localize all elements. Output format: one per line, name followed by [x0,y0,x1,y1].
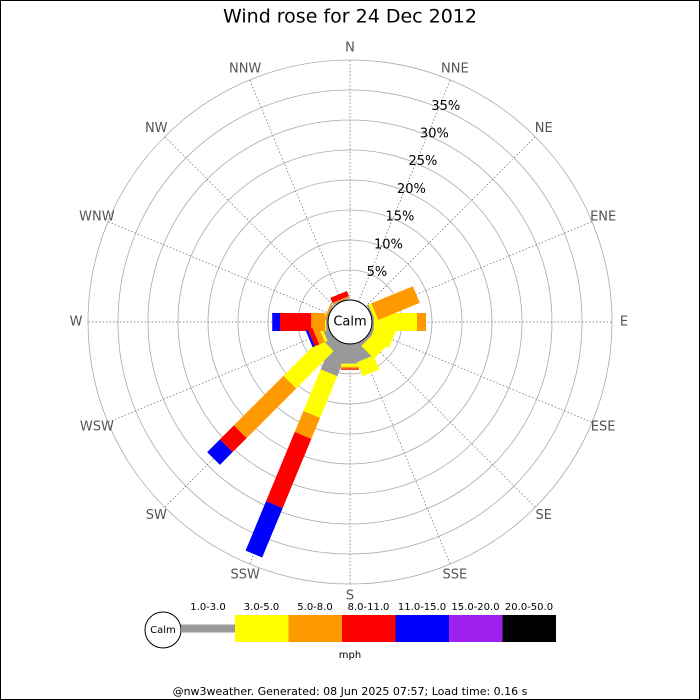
legend-label: 5.0-8.0 [297,602,332,613]
legend-calm-label: Calm [150,625,176,636]
bar-segment [373,313,417,331]
direction-label: WSW [80,419,114,434]
direction-label: N [345,41,355,56]
bar-segment [311,313,325,331]
spoke [107,221,330,314]
bar-segment [280,313,312,331]
bar-segment [332,297,350,306]
direction-label: NNW [229,61,261,76]
legend-swatch [288,615,342,642]
direction-label: ESE [591,419,616,434]
direction-label: NE [535,121,553,136]
bar-segment [361,333,387,359]
direction-label: W [70,315,83,330]
bar-segment [303,369,338,418]
legend-label: 8.0-11.0 [348,602,390,613]
grid-ring [177,149,523,495]
calm-circle [327,299,373,345]
spoke [358,79,451,302]
legend-label: 20.0-50.0 [505,602,553,613]
legend-swatch [235,615,289,642]
legend-swatch [395,615,449,642]
spoke [370,330,593,423]
grid-ring [237,209,463,435]
bar-segment [207,439,233,465]
legend-swatch [342,615,396,642]
legend-label: 3.0-5.0 [244,602,279,613]
legend-swatch [181,624,235,633]
calm-label: Calm [333,315,366,330]
legend-label: 1.0-3.0 [190,602,225,613]
direction-label: SW [146,508,167,523]
legend-label: 11.0-15.0 [398,602,446,613]
bar-segment [341,368,359,370]
direction-label: SE [536,508,552,523]
direction-label: S [346,589,354,604]
direction-label: SSW [230,568,260,583]
unit-label: mph [339,650,361,661]
bar-segment [307,327,320,347]
bar-segment [320,338,350,377]
bar-segment [265,432,312,509]
r-tick-label: 35% [431,99,460,114]
legend-swatch [502,615,556,642]
direction-label: SSE [442,568,467,583]
bar-segment [417,313,426,331]
direction-label: WNW [79,210,115,225]
r-tick-label: 25% [408,154,437,169]
spoke [365,337,536,508]
bar-segment [305,329,315,348]
legend-label: 15.0-20.0 [451,602,499,613]
direction-label: ENE [590,210,616,225]
spoke [249,79,342,302]
r-tick-label: 5% [367,265,388,280]
bar-segment [330,291,349,303]
direction-label: E [620,315,628,330]
spoke [164,136,335,307]
footer: @nw3weather. Generated: 08 Jun 2025 07:5… [173,685,528,698]
bar-segment [356,355,380,377]
bar-segment [272,313,280,331]
r-tick-label: 15% [385,210,414,225]
bar-segment [283,338,334,389]
r-tick-label: 10% [374,237,403,252]
direction-label: NNE [441,61,469,76]
bar-segment [323,304,333,322]
chart-title: Wind rose for 24 Dec 2012 [223,6,477,28]
bar-segment [233,375,297,439]
spoke [365,136,536,307]
direction-label: NW [145,121,168,136]
spoke [107,330,330,423]
r-tick-label: 30% [420,126,449,141]
bar-segment [341,363,359,367]
bar-segment [245,501,283,558]
legend-swatch [449,615,503,642]
bar-segment [371,286,420,321]
bar-segment [325,304,334,322]
bar-segment [341,366,359,369]
spoke [358,342,451,565]
bar-segment [332,296,350,305]
bar-segment [294,410,321,439]
outer-ring [87,59,613,585]
bar-segment [219,425,247,453]
r-tick-label: 20% [397,182,426,197]
